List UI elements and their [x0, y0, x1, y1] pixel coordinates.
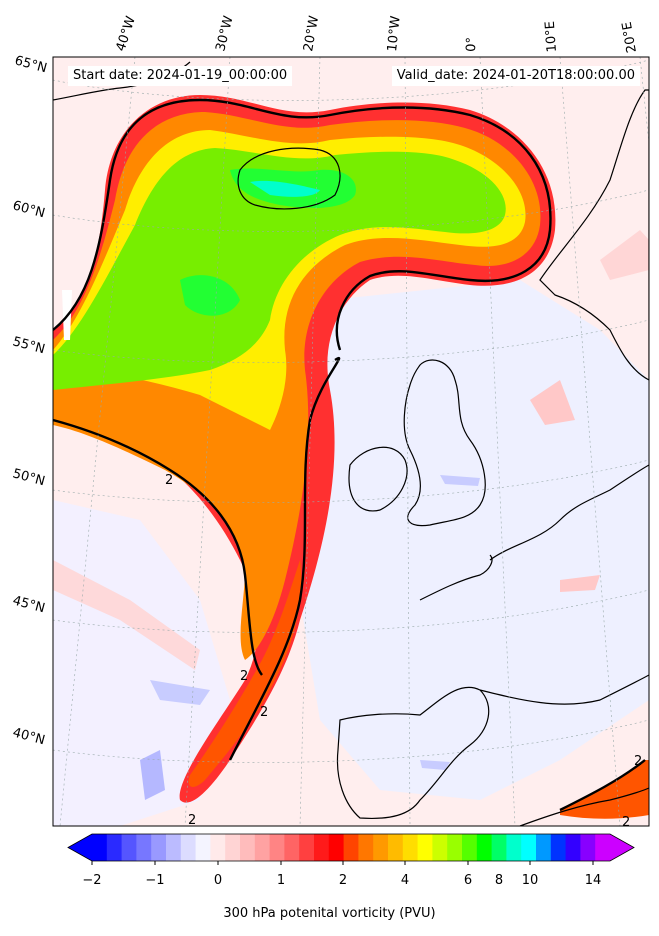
colorbar-tick: 0: [214, 873, 222, 888]
colorbar-segment: [240, 834, 256, 861]
ireland-coast: [348, 446, 408, 512]
coastline: [53, 61, 649, 826]
colorbar-segment: [536, 834, 552, 861]
low-pv-region: [440, 475, 480, 486]
colorbar-segment: [92, 834, 108, 861]
lon-label: 40°W: [114, 14, 139, 53]
lon-label: 20°E: [620, 21, 640, 54]
colorbar-tick: 2: [339, 873, 347, 888]
low-pv-region: [420, 760, 450, 770]
map-field: [53, 57, 649, 826]
colorbar-title: 300 hPa potenital vorticity (PVU): [223, 906, 436, 921]
lon-labels: 40°W 30°W 20°W 10°W 0° 10°E 20°E: [114, 14, 640, 54]
colorbar-segment: [432, 834, 448, 861]
low-pv-region: [150, 680, 210, 705]
iceland-coast: [237, 147, 341, 210]
low-pv-region: [53, 500, 230, 826]
contour-label: 2: [240, 669, 248, 684]
colorbar-segment: [402, 834, 419, 861]
colorbar-segment: [166, 834, 182, 861]
colorbar-segment: [358, 834, 374, 861]
iberia-coast: [336, 686, 490, 820]
colorbar-segment: [491, 834, 507, 861]
colorbar-segment: [314, 834, 330, 861]
colorbar-segment: [417, 834, 433, 861]
colorbar-segment: [565, 834, 581, 861]
france-coast: [419, 554, 493, 601]
colorbar-tick: 10: [522, 873, 539, 888]
pv-streamer-green: [53, 148, 506, 390]
start-date-label: Start date: 2024-01-19_00:00:00: [68, 66, 293, 86]
colorbar-segment: [210, 834, 226, 861]
colorbar-ticks: −2 −1 0 1 2 4 6 8 10 14: [82, 873, 601, 888]
scandinavia-coast: [539, 89, 649, 381]
lon-label: 0°: [464, 37, 480, 52]
colorbar-tick: 4: [401, 873, 409, 888]
contour-label: 2: [260, 705, 268, 720]
low-pv-region: [300, 280, 649, 800]
contour-label: 2: [634, 754, 642, 769]
great-britain-coast: [403, 359, 486, 527]
colorbar-segment: [151, 834, 167, 861]
pv-tail: [188, 560, 302, 787]
lon-label: 10°W: [385, 15, 404, 52]
lat-label: 55°N: [11, 334, 47, 357]
lat-labels: 65°N 60°N 55°N 50°N 45°N 40°N: [11, 53, 49, 748]
low-pv-region: [140, 750, 165, 800]
pv-contour: [53, 98, 646, 812]
lat-label: 40°N: [11, 725, 47, 748]
colorbar-extend-low: [68, 834, 92, 861]
colorbar-segment: [550, 834, 567, 861]
lon-label: 20°W: [301, 15, 322, 53]
colorbar-segment: [254, 834, 271, 861]
colorbar-segment: [225, 834, 241, 861]
colorbar-segment: [580, 834, 596, 861]
map-frame: [52, 56, 650, 827]
colorbar-segment: [121, 834, 137, 861]
colorbar-segment: [447, 834, 463, 861]
colorbar-segment: [506, 834, 522, 861]
colorbar-segment: [328, 834, 345, 861]
lon-label: 30°W: [213, 14, 236, 53]
valid-date-label: Valid_date: 2024-01-20T18:00:00.00: [391, 66, 640, 86]
lat-label: 60°N: [11, 198, 47, 221]
colorbar-tick: 8: [495, 873, 503, 888]
africa-coast: [519, 787, 649, 826]
lon-label: 10°E: [543, 21, 560, 53]
pv-max-cyan: [250, 180, 320, 197]
colorbar-segment: [284, 834, 300, 861]
europe-coast: [489, 464, 649, 561]
contour-label: 2: [188, 813, 196, 828]
colorbar-segment: [195, 834, 211, 861]
colorbar-segment: [180, 834, 197, 861]
colorbar-segment: [462, 834, 478, 861]
colorbar-segment: [106, 834, 123, 861]
colorbar-segment: [521, 834, 537, 861]
colorbar-tick: 14: [585, 873, 602, 888]
colorbar: [67, 833, 635, 865]
colorbar-tick: 1: [277, 873, 285, 888]
contour-labels: 2 2 2 2 2 2: [165, 473, 642, 830]
colorbar-tick: −1: [145, 873, 164, 888]
colorbar-segment: [136, 834, 152, 861]
pv-se-feature: [560, 760, 649, 819]
contour-label: 2: [622, 815, 630, 830]
colorbar-segment: [269, 834, 285, 861]
colorbar-segment: [343, 834, 359, 861]
lat-label: 45°N: [11, 593, 47, 616]
lat-label: 50°N: [11, 466, 47, 489]
lat-label: 65°N: [13, 53, 49, 76]
colorbar-segment: [476, 834, 493, 861]
graticule: [53, 57, 649, 826]
colorbar-segment: [299, 834, 315, 861]
colorbar-tick: −2: [82, 873, 101, 888]
colorbar-segment: [388, 834, 404, 861]
colorbar-segment: [373, 834, 389, 861]
colorbar-segment: [595, 834, 611, 861]
colorbar-tick: 6: [464, 873, 472, 888]
mediterranean-coast: [479, 674, 649, 705]
colorbar-extend-high: [610, 834, 634, 861]
contour-label: 2: [165, 473, 173, 488]
